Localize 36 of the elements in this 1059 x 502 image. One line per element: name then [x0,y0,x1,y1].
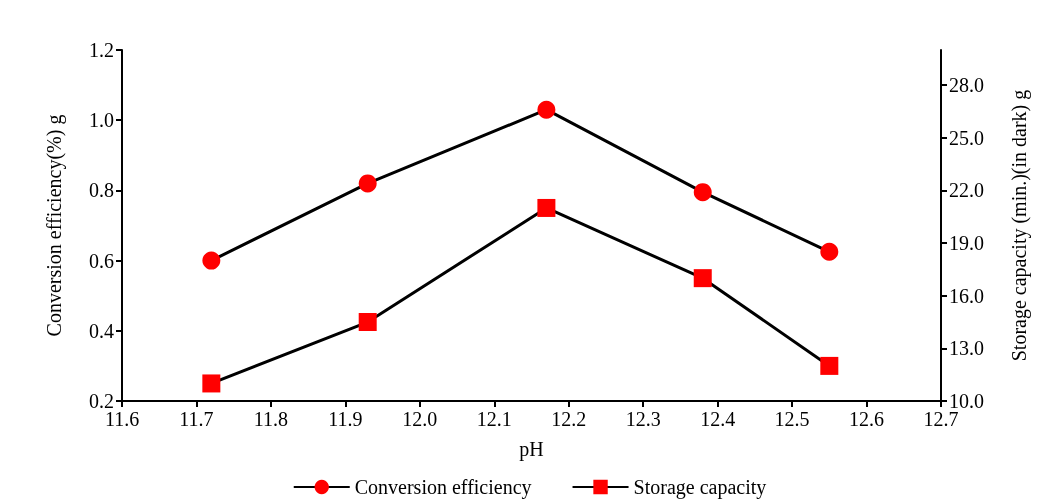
x-tick-label: 12.6 [849,408,885,430]
x-tick-label: 12.5 [774,408,810,430]
y2-tick-label: 25.0 [949,126,984,149]
point [537,100,556,119]
legend-label: Storage capacity [633,476,767,499]
y-tick-label: 0.6 [89,249,114,272]
x-tick-label: 11.8 [253,408,289,430]
point [693,183,712,202]
x-tick-label: 12.3 [625,408,661,430]
point [202,374,221,393]
y2-tick-label: 16.0 [949,284,984,307]
x-tick-label: 12.1 [476,408,512,430]
y-tick-label: 0.4 [89,319,114,342]
x-tick-label: 11.7 [179,408,214,430]
point [358,174,377,193]
y2-tick-label: 19.0 [949,232,984,255]
x-tick-label: 11.9 [328,408,363,430]
x-tick-label: 12.2 [551,408,587,430]
y2-tick-label: 13.0 [949,337,984,360]
y2-axis-title: Storage capacity (min.)(in dark) g [1008,89,1031,362]
y-tick-label: 0.8 [89,179,114,202]
y-tick-label: 1.2 [89,39,114,61]
point [820,356,839,375]
point [820,242,839,261]
x-tick-label: 12.0 [402,408,438,430]
x-tick-label: 12.4 [700,408,736,430]
y2-tick-label: 22.0 [949,179,984,202]
point [537,198,556,217]
point [358,313,377,332]
y-axis-title: Conversion efficiency(%) g [43,114,66,337]
y-tick-label: 1.0 [89,109,114,132]
legend-label: Conversion efficiency [354,476,532,499]
point [693,269,712,288]
x-axis-title: pH [519,438,544,461]
point [202,251,221,270]
y2-tick-label: 28.0 [949,74,984,97]
